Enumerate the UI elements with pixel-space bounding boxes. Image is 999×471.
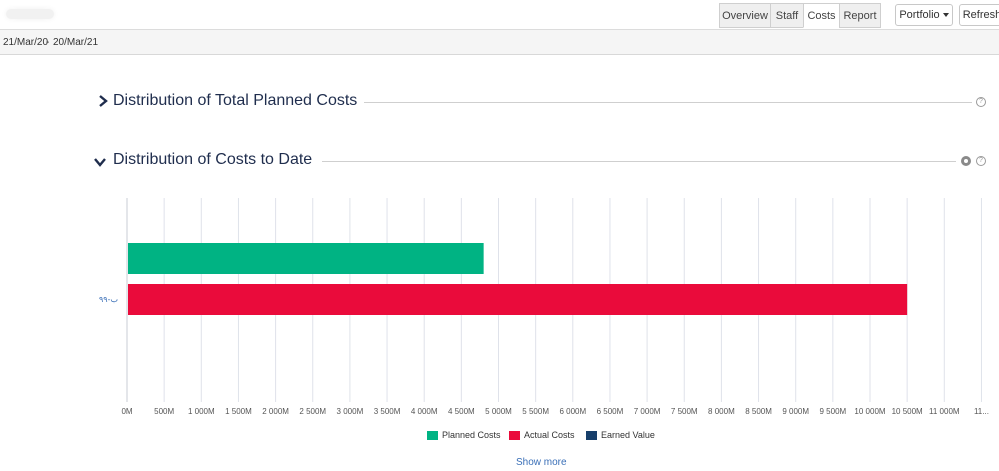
bar-actual-costs[interactable] bbox=[128, 284, 908, 315]
x-tick-label: 5 500M bbox=[522, 407, 549, 416]
y-category-label[interactable]: ۹۹-ب bbox=[99, 295, 118, 304]
x-tick-label: 3 500M bbox=[374, 407, 401, 416]
legend-item-actual-costs[interactable]: Actual Costs bbox=[509, 430, 575, 441]
bar-planned-costs[interactable] bbox=[128, 243, 484, 274]
x-tick-label: 6 500M bbox=[597, 407, 624, 416]
x-tick-label: 8 000M bbox=[708, 407, 735, 416]
section-divider bbox=[322, 161, 956, 162]
settings-icon[interactable] bbox=[961, 156, 971, 166]
portfolio-dropdown-button[interactable]: Portfolio bbox=[895, 4, 953, 26]
x-tick-label: 3 000M bbox=[337, 407, 364, 416]
legend-label: Planned Costs bbox=[442, 430, 501, 440]
x-tick-label: 11 000M bbox=[929, 407, 960, 416]
x-tick-label: 500M bbox=[154, 407, 174, 416]
app-logo bbox=[6, 9, 54, 19]
date-range-bar: 21/Mar/20 - 20/Mar/21 bbox=[0, 30, 999, 55]
x-tick-label: 4 000M bbox=[411, 407, 438, 416]
tab-report[interactable]: Report bbox=[839, 3, 881, 28]
chevron-right-icon[interactable] bbox=[98, 95, 108, 107]
section-title-planned-costs[interactable]: Distribution of Total Planned Costs bbox=[113, 92, 358, 109]
tab-costs[interactable]: Costs bbox=[803, 3, 840, 28]
refresh-button[interactable]: Refresh bbox=[959, 4, 999, 26]
x-tick-label: 11... bbox=[974, 407, 989, 416]
section-divider bbox=[364, 102, 972, 103]
x-tick-label: 6 000M bbox=[559, 407, 586, 416]
tab-staff[interactable]: Staff bbox=[770, 3, 804, 28]
x-tick-label: 7 000M bbox=[634, 407, 661, 416]
chevron-down-icon[interactable] bbox=[94, 157, 106, 167]
legend-swatch bbox=[509, 431, 520, 441]
x-tick-label: 9 000M bbox=[782, 407, 809, 416]
x-tick-label: 7 500M bbox=[671, 407, 698, 416]
legend-label: Actual Costs bbox=[524, 430, 575, 440]
x-tick-label: 10 000M bbox=[854, 407, 885, 416]
x-tick-label: 0M bbox=[121, 407, 132, 416]
x-tick-label: 1 000M bbox=[188, 407, 215, 416]
x-tick-label: 4 500M bbox=[448, 407, 475, 416]
legend-item-planned-costs[interactable]: Planned Costs bbox=[427, 430, 501, 441]
show-more-link[interactable]: Show more bbox=[516, 457, 567, 468]
legend-swatch bbox=[586, 431, 597, 441]
tab-overview[interactable]: Overview bbox=[719, 3, 771, 28]
x-tick-label: 5 000M bbox=[485, 407, 512, 416]
caret-down-icon bbox=[942, 13, 949, 18]
legend-item-earned-value[interactable]: Earned Value bbox=[586, 430, 655, 441]
x-tick-label: 10 500M bbox=[892, 407, 923, 416]
date-to[interactable]: 20/Mar/21 bbox=[53, 37, 99, 48]
date-from[interactable]: 21/Mar/20 bbox=[3, 37, 49, 48]
help-icon[interactable]: ? bbox=[976, 156, 986, 166]
section-title-costs-to-date[interactable]: Distribution of Costs to Date bbox=[113, 151, 313, 168]
x-tick-label: 2 000M bbox=[262, 407, 289, 416]
x-tick-label: 9 500M bbox=[820, 407, 847, 416]
top-navigation-bar: Overview Staff Costs Report Portfolio Re… bbox=[0, 0, 999, 30]
x-tick-label: 2 500M bbox=[299, 407, 326, 416]
portfolio-label: Portfolio bbox=[899, 9, 940, 21]
legend-label: Earned Value bbox=[601, 430, 655, 440]
help-icon[interactable]: ? bbox=[976, 97, 986, 107]
date-separator: - bbox=[46, 37, 50, 48]
legend-swatch bbox=[427, 431, 438, 441]
x-tick-label: 1 500M bbox=[225, 407, 252, 416]
x-tick-label: 8 500M bbox=[745, 407, 772, 416]
